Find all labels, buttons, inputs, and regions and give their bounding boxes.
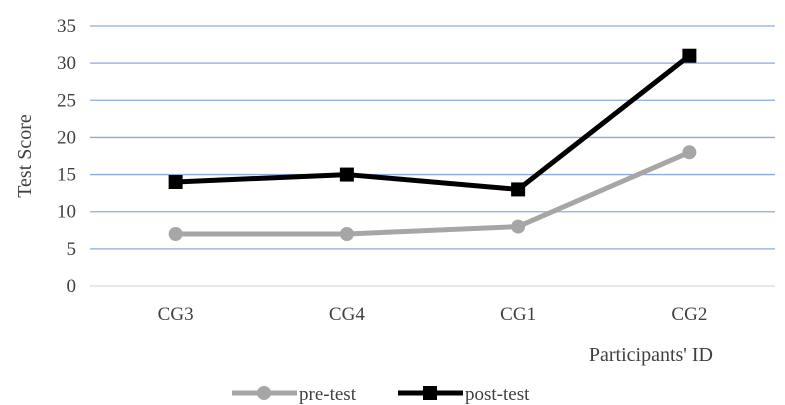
y-tick-label: 20 [57, 127, 76, 148]
data-point [339, 167, 354, 182]
legend-marker [423, 386, 437, 400]
series-layer [168, 48, 697, 241]
y-axis-ticks: 0 5 10 15 20 25 30 35 [57, 16, 76, 297]
legend: pre-test post-test [232, 384, 530, 405]
y-tick-label: 5 [67, 239, 77, 260]
y-tick-label: 35 [57, 16, 76, 37]
data-point [682, 145, 697, 160]
series-line [175, 149, 691, 237]
series-line [175, 53, 691, 192]
y-tick-label: 30 [57, 53, 76, 74]
legend-label: pre-test [299, 384, 357, 405]
series-pre-test [168, 145, 697, 241]
x-tick-label: CG3 [158, 304, 194, 325]
data-point [168, 227, 183, 241]
series-post-test [168, 48, 697, 197]
data-point [682, 48, 697, 63]
x-axis-ticks: CG3 CG4 CG1 CG2 [158, 304, 708, 325]
x-tick-label: CG4 [329, 304, 365, 325]
x-axis-label: Participants' ID [589, 344, 713, 366]
legend-label: post-test [465, 384, 530, 405]
data-point [511, 182, 526, 197]
data-point [511, 219, 526, 234]
gridlines [90, 25, 775, 250]
x-tick-label: CG1 [500, 304, 536, 325]
legend-marker [257, 386, 271, 400]
y-tick-label: 25 [57, 90, 76, 111]
legend-item-post-test: post-test [398, 384, 530, 405]
y-axis-label: Test Score [14, 114, 36, 198]
legend-item-pre-test: pre-test [232, 384, 357, 405]
y-tick-label: 10 [57, 202, 76, 223]
y-tick-label: 0 [67, 276, 77, 297]
x-tick-label: CG2 [671, 304, 707, 325]
y-tick-label: 15 [57, 165, 76, 186]
data-point [168, 175, 183, 189]
data-point [339, 227, 354, 241]
